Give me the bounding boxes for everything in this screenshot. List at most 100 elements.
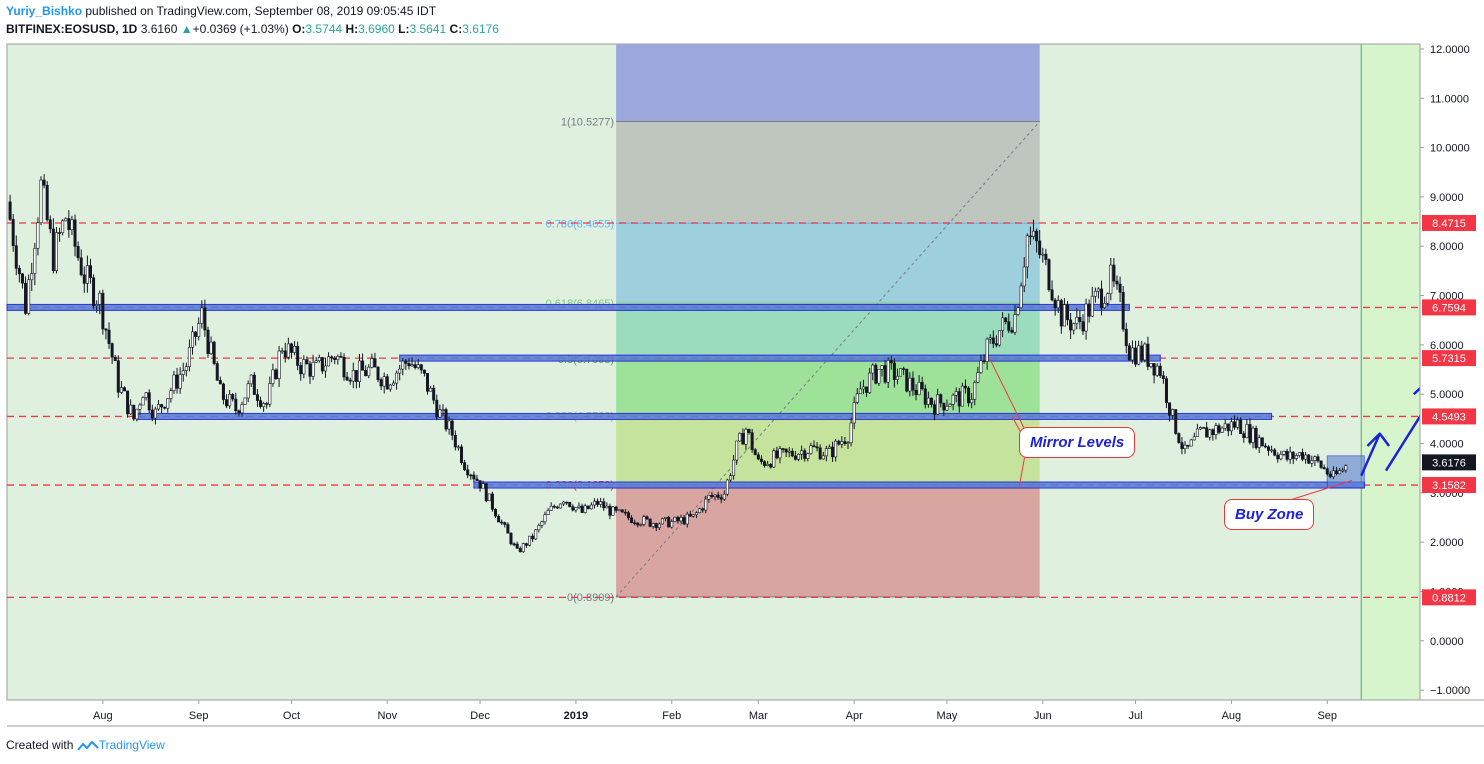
candle-up xyxy=(1192,436,1196,441)
candle-up xyxy=(877,368,881,384)
candle-down xyxy=(475,478,479,481)
candle-down xyxy=(1047,259,1051,291)
fib-zone xyxy=(616,223,1040,304)
candle-down xyxy=(221,383,225,400)
candle-up xyxy=(806,453,810,459)
fib-zone xyxy=(616,359,1040,416)
candle-down xyxy=(892,362,896,380)
mirror-levels-callout[interactable]: Mirror Levels xyxy=(1019,427,1136,458)
buy-zone-text: Buy Zone xyxy=(1235,506,1304,523)
candle-down xyxy=(1254,427,1258,448)
candle-down xyxy=(865,386,869,393)
candle-down xyxy=(716,494,720,498)
forecast-arrowhead-short xyxy=(1366,432,1391,447)
candle-down xyxy=(1291,451,1295,459)
candle-down xyxy=(1266,446,1270,451)
mirror-level-zone xyxy=(6,303,1130,311)
candle-up xyxy=(735,440,739,461)
time-tick-label: Mar xyxy=(749,710,768,722)
candle-up xyxy=(456,446,460,449)
candle-up xyxy=(138,404,142,410)
created-with-text: Created with xyxy=(6,738,74,752)
candle-up xyxy=(481,483,485,489)
candle-up xyxy=(1143,343,1147,361)
mirror-levels-text: Mirror Levels xyxy=(1030,434,1125,451)
candle-up xyxy=(722,493,726,500)
level-price-badge xyxy=(1422,408,1476,425)
level-price-badge xyxy=(1422,477,1476,494)
candle-down xyxy=(444,409,448,430)
candle-up xyxy=(370,358,374,368)
candle-up xyxy=(540,521,544,526)
candle-down xyxy=(1263,445,1267,448)
candle-down xyxy=(769,463,773,468)
candle-down xyxy=(1059,300,1063,327)
candle-down xyxy=(1328,473,1332,477)
fibonacci-retracement[interactable]: 1(10.5277)0.786(8.4655)0.618(6.8465)0.5(… xyxy=(546,44,1041,604)
candle-up xyxy=(129,404,133,415)
candle-down xyxy=(147,392,151,411)
candle-down xyxy=(1053,299,1057,309)
tradingview-brand[interactable]: TradingView xyxy=(98,738,165,752)
candle-up xyxy=(858,388,862,395)
candle-up xyxy=(169,390,173,399)
candle-up xyxy=(574,507,578,511)
candle-down xyxy=(812,445,816,448)
candle-up xyxy=(537,524,541,531)
candle-down xyxy=(1232,421,1236,428)
candle-up xyxy=(243,397,247,405)
candle-up xyxy=(766,463,770,466)
candle-down xyxy=(1248,424,1252,443)
candle-down xyxy=(435,399,439,418)
candle-up xyxy=(181,370,185,375)
candle-up xyxy=(246,383,250,399)
symbol-name: BITFINEX:EOSUSD, 1D xyxy=(6,22,138,36)
candle-up xyxy=(960,385,964,407)
time-axis[interactable]: Aug Sep Oct Nov Dec 2019 Feb Mar Apr May Jun Jul Aug… xyxy=(7,699,1484,727)
candle-up xyxy=(1084,303,1088,332)
candle-up xyxy=(899,368,903,377)
candle-down xyxy=(1081,321,1085,332)
candle-up xyxy=(351,370,355,382)
candle-up xyxy=(886,360,890,383)
candle-up xyxy=(673,516,677,522)
author-name[interactable]: Yuriy_Bishko xyxy=(6,4,83,18)
candle-up xyxy=(1016,307,1020,315)
candle-up xyxy=(1198,427,1202,430)
candle-down xyxy=(1158,365,1162,377)
candle-down xyxy=(831,446,835,458)
candle-up xyxy=(1313,456,1317,461)
candle-up xyxy=(824,448,828,457)
candle-up xyxy=(988,337,992,340)
candle-down xyxy=(614,506,618,511)
candle-down xyxy=(883,365,887,383)
buy-zone-callout[interactable]: Buy Zone xyxy=(1224,499,1315,530)
candle-down xyxy=(42,179,46,186)
candle-down xyxy=(596,500,600,505)
candle-up xyxy=(849,422,853,443)
candle-up xyxy=(639,524,643,526)
level-price-badge xyxy=(1422,350,1476,367)
candle-up xyxy=(1041,253,1045,256)
high-label: H: xyxy=(345,22,359,36)
candle-down xyxy=(747,428,751,433)
candle-down xyxy=(255,394,259,401)
level-price-label: 4.5493 xyxy=(1432,411,1466,423)
candle-up xyxy=(271,369,275,384)
candles xyxy=(8,174,1348,553)
candle-down xyxy=(231,394,235,400)
price-tick-label: 4.0000 xyxy=(1430,439,1464,451)
candle-up xyxy=(268,383,272,405)
candle-up xyxy=(1032,230,1036,237)
price-chart[interactable]: 1(10.5277)0.786(8.4655)0.618(6.8465)0.5(… xyxy=(0,0,1484,735)
candle-up xyxy=(98,292,102,305)
candle-up xyxy=(1149,363,1153,367)
candle-down xyxy=(203,307,207,331)
candle-down xyxy=(963,385,967,389)
candle-up xyxy=(868,372,872,393)
candle-up xyxy=(1344,465,1348,471)
candle-up xyxy=(951,394,955,405)
price-axis[interactable]: 12.000011.000010.00009.00008.00007.00006… xyxy=(1419,44,1484,700)
candle-down xyxy=(212,341,216,364)
candle-up xyxy=(1341,469,1345,472)
